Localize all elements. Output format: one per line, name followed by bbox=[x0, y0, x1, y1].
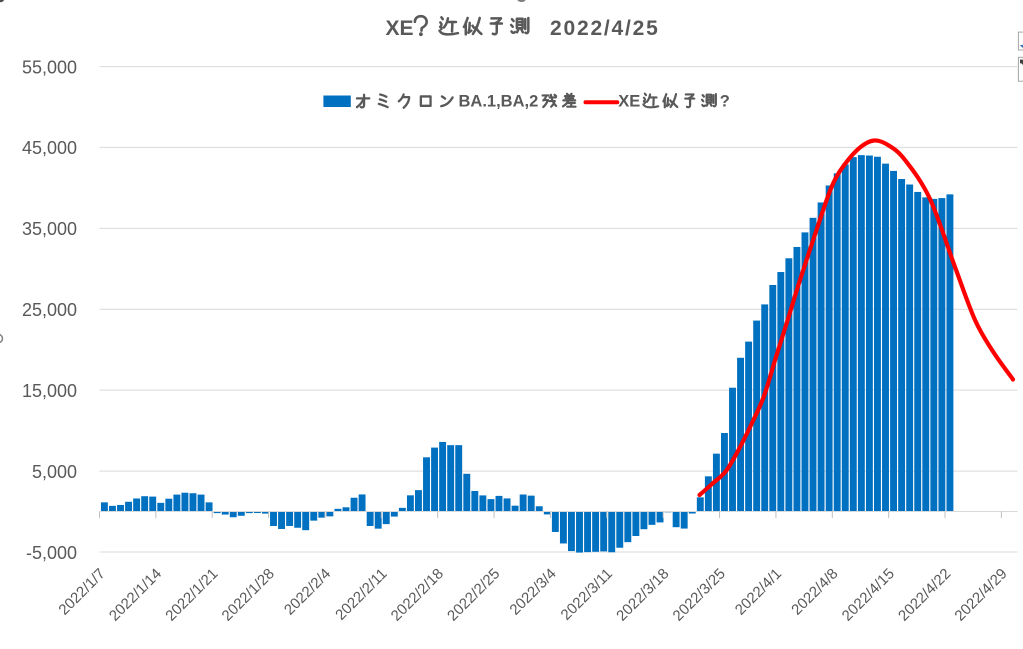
svg-text:BA.1,BA,2: BA.1,BA,2 bbox=[459, 92, 539, 110]
svg-text:XE: XE bbox=[386, 17, 414, 40]
svg-text:5,000: 5,000 bbox=[32, 462, 77, 482]
svg-text:35,000: 35,000 bbox=[22, 219, 77, 239]
svg-text:XE: XE bbox=[618, 92, 640, 110]
svg-text:45,000: 45,000 bbox=[22, 138, 77, 158]
svg-text:25,000: 25,000 bbox=[22, 300, 77, 320]
svg-text:2022/4/25: 2022/4/25 bbox=[550, 17, 660, 40]
svg-text:55,000: 55,000 bbox=[22, 57, 77, 77]
svg-text:?: ? bbox=[720, 92, 730, 110]
svg-text:-5,000: -5,000 bbox=[26, 543, 77, 563]
svg-text:15,000: 15,000 bbox=[22, 381, 77, 401]
